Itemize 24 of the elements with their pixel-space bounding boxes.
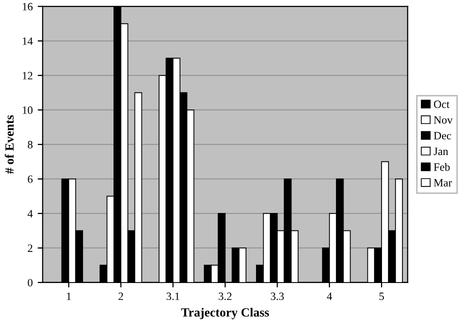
legend-label: Mar — [434, 179, 452, 187]
y-tick-label: 10 — [22, 106, 33, 114]
x-tick-label: 3.1 — [166, 292, 180, 300]
x-tick-label: 3.2 — [218, 292, 232, 300]
y-tick-label: 4 — [28, 210, 33, 218]
y-tick-label: 0 — [28, 278, 33, 286]
y-tick-label: 6 — [28, 175, 33, 183]
y-tick-label: 16 — [22, 2, 33, 10]
x-tick-label: 1 — [66, 292, 71, 300]
y-tick-label: 12 — [22, 72, 32, 80]
y-tick-label: 14 — [22, 37, 33, 45]
y-tick-label: 2 — [28, 244, 32, 252]
legend-label: Nov — [434, 116, 453, 124]
x-tick-label: 3.3 — [270, 292, 284, 300]
x-axis-title: Trajectory Class — [181, 308, 269, 320]
y-tick-label: 8 — [28, 140, 33, 148]
legend-label: Jan — [434, 148, 448, 156]
x-tick-label: 5 — [379, 292, 384, 300]
x-tick-label: 4 — [326, 292, 332, 300]
y-axis-title: # of Events — [4, 115, 14, 174]
legend-label: Feb — [434, 162, 450, 171]
legend-label: Oct — [434, 100, 450, 108]
x-tick-label: 2 — [118, 292, 124, 300]
legend-label: Dec — [434, 132, 452, 140]
